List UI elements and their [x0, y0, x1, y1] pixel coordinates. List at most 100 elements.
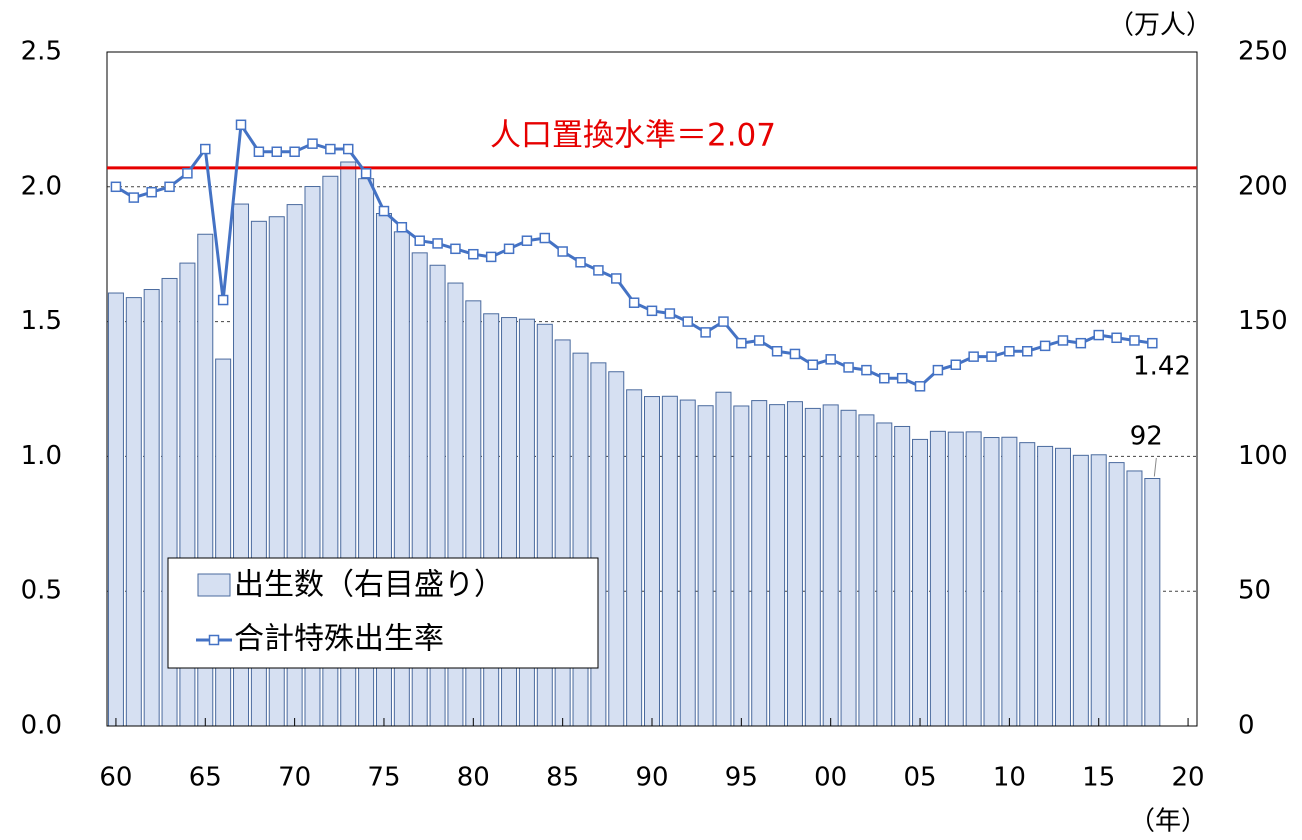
- bar: [715, 391, 732, 727]
- bar: [215, 358, 232, 727]
- y-tick-label: 0.0: [21, 711, 62, 741]
- line-marker: [664, 308, 676, 319]
- line-marker: [789, 348, 801, 360]
- line-marker: [1147, 337, 1158, 349]
- line-marker: [861, 364, 872, 376]
- bar: [947, 431, 964, 727]
- line-marker: [968, 351, 979, 362]
- line-marker: [914, 381, 926, 392]
- bar: [804, 407, 821, 727]
- line-marker: [593, 265, 604, 276]
- legend-marker: [208, 634, 220, 646]
- line-marker: [360, 168, 372, 179]
- line-marker: [539, 232, 551, 244]
- legend-label: 合計特殊出生率: [234, 622, 444, 657]
- line-marker: [575, 257, 586, 268]
- bar: [876, 422, 893, 727]
- bar: [912, 438, 929, 727]
- bar: [1054, 447, 1071, 727]
- y2-axis-label: （万人）: [1108, 11, 1212, 41]
- y-tick-label: 1.0: [21, 441, 62, 471]
- bar: [929, 430, 946, 727]
- x-tick-label: 70: [278, 763, 311, 793]
- y2-tick-label: 50: [1238, 576, 1271, 606]
- line-value-label: 1.42: [1133, 352, 1191, 382]
- legend-box: [167, 557, 599, 669]
- bar: [733, 405, 750, 727]
- line-marker: [807, 359, 819, 370]
- line-marker: [110, 181, 122, 193]
- line-marker: [503, 243, 515, 255]
- line-marker: [682, 316, 693, 327]
- line-marker: [986, 351, 997, 362]
- bar: [1090, 454, 1107, 727]
- bar: [1037, 445, 1054, 727]
- line-marker: [646, 305, 658, 317]
- line-marker: [557, 246, 568, 257]
- bar-value-label: 92: [1130, 422, 1163, 452]
- bar: [894, 425, 911, 727]
- y2-tick-label: 0: [1238, 711, 1255, 741]
- bar: [1019, 442, 1036, 727]
- x-axis-label: （年）: [1129, 807, 1207, 837]
- line-marker: [485, 251, 497, 263]
- line-marker: [378, 205, 390, 217]
- line-marker: [843, 362, 854, 373]
- bar: [679, 399, 696, 727]
- bar: [983, 437, 1000, 727]
- x-tick-label: 80: [457, 763, 490, 793]
- line-marker: [450, 243, 461, 255]
- line-marker: [307, 138, 318, 149]
- y2-tick-label: 100: [1238, 441, 1288, 471]
- line-marker: [825, 354, 836, 365]
- bar: [626, 389, 643, 727]
- x-tick-label: 95: [725, 763, 758, 793]
- x-tick-label: 20: [1172, 763, 1205, 793]
- bar: [572, 352, 589, 727]
- line-marker: [217, 294, 229, 306]
- x-tick-label: 15: [1082, 763, 1115, 793]
- line-marker: [1057, 335, 1069, 346]
- bar: [143, 289, 160, 727]
- line-marker: [396, 221, 408, 233]
- y2-tick-label: 250: [1238, 37, 1288, 67]
- line-marker: [1075, 337, 1087, 349]
- y2-tick-label: 150: [1238, 306, 1288, 336]
- bar: [697, 405, 714, 727]
- bar: [858, 414, 875, 727]
- x-tick-label: 10: [993, 763, 1026, 793]
- bar: [822, 404, 839, 727]
- line-marker: [289, 146, 300, 158]
- y2-tick-label: 200: [1238, 171, 1288, 201]
- line-marker: [414, 235, 425, 246]
- x-tick-label: 90: [635, 763, 668, 793]
- bar: [608, 371, 625, 727]
- line-marker: [1039, 340, 1051, 352]
- bar: [1144, 478, 1161, 727]
- line-marker: [1093, 329, 1104, 341]
- bar: [125, 297, 142, 727]
- line-marker: [146, 186, 157, 198]
- line-marker: [879, 372, 890, 384]
- line-marker: [521, 235, 533, 246]
- x-tick-label: 05: [903, 763, 936, 793]
- line-marker: [164, 181, 175, 193]
- x-tick-label: 75: [367, 763, 400, 793]
- line-marker: [1129, 335, 1140, 346]
- y-tick-label: 2.0: [21, 171, 62, 201]
- line-marker: [325, 143, 336, 155]
- bar: [840, 409, 857, 727]
- bar: [769, 404, 786, 727]
- bar: [1072, 454, 1089, 727]
- line-marker: [718, 316, 729, 327]
- bar: [590, 362, 607, 727]
- line-marker: [753, 335, 765, 346]
- bar: [786, 401, 803, 727]
- x-tick-label: 00: [814, 763, 847, 793]
- bar: [751, 400, 768, 727]
- line-marker: [611, 273, 622, 284]
- x-tick-label: 60: [99, 763, 132, 793]
- y-tick-label: 0.5: [21, 576, 62, 606]
- y-tick-label: 2.5: [21, 37, 62, 67]
